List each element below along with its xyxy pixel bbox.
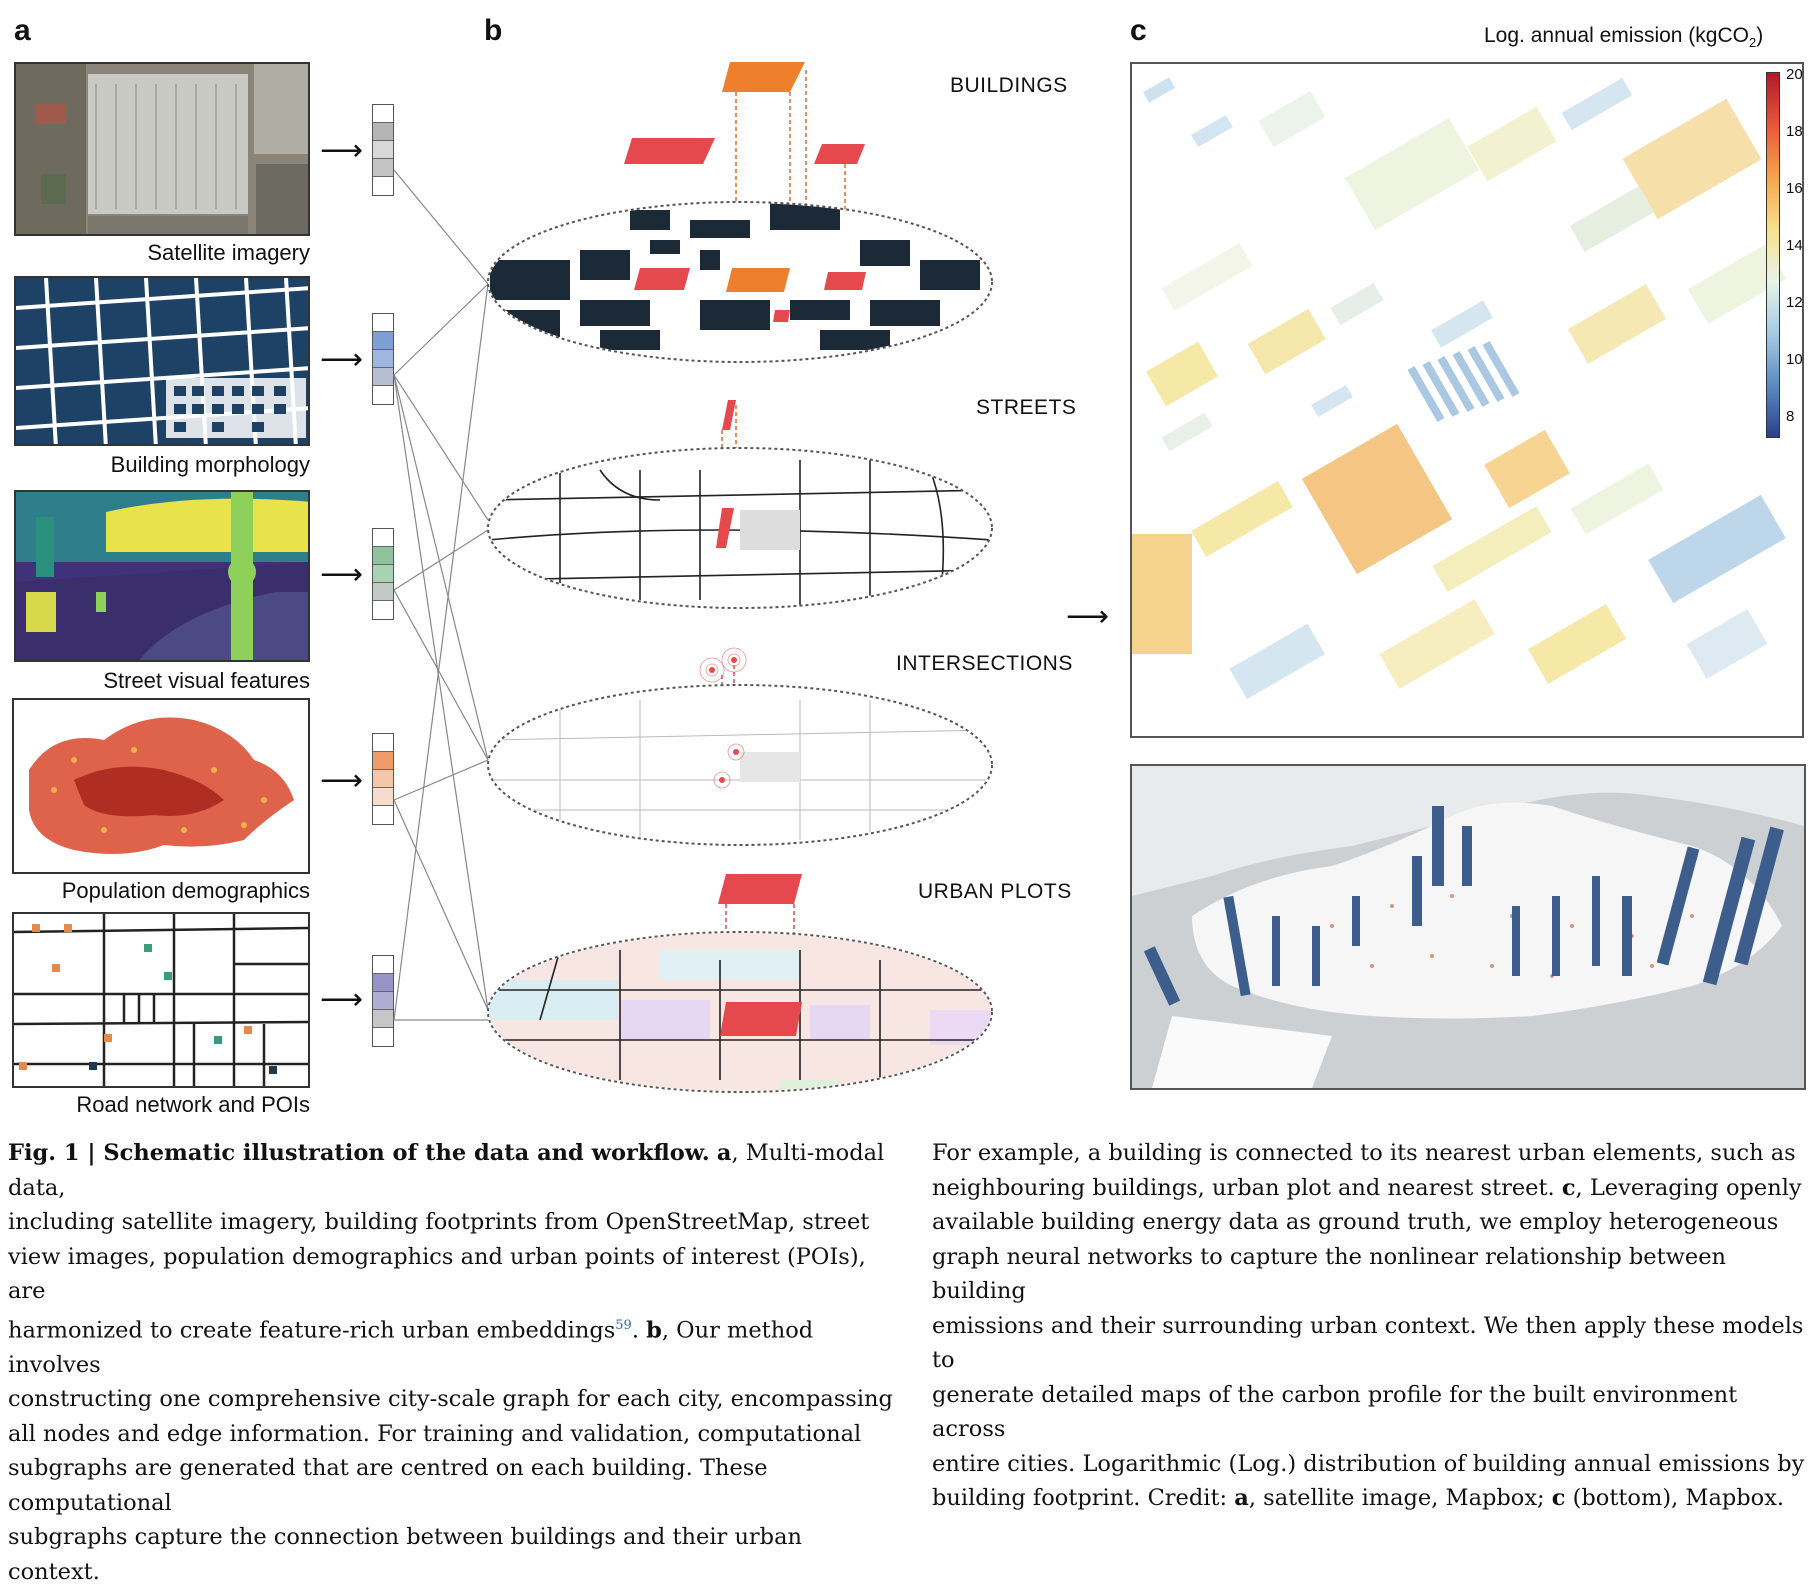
caption-right-line: building footprint. Credit: a, satellite… [932,1481,1812,1516]
arrow-right-icon: ⟶ [320,343,364,376]
caption-bold-b: b [646,1317,662,1343]
caption-left-line: including satellite imagery, building fo… [8,1209,870,1235]
caption-text: , Leveraging openly [1575,1174,1802,1201]
road-network-image [12,912,310,1088]
caption-satellite: Satellite imagery [147,240,310,265]
colorbar-tick: 12 [1786,294,1803,311]
embedding-vector-street [372,528,394,620]
building-morphology-image [14,276,310,446]
caption-right-line: graph neural networks to capture the non… [932,1243,1727,1305]
graph-layers-diagram [393,62,993,1093]
caption-right: For example, a building is connected to … [932,1136,1812,1516]
embedding-vector-morphology [372,313,394,405]
caption-left-line: subgraphs are generated that are centred… [8,1455,768,1516]
colorbar-tick: 10 [1786,351,1803,368]
emission-map-detail [1130,62,1804,738]
caption-text: , Our method involves [8,1317,814,1378]
layer-label-buildings: BUILDINGS [950,74,1068,97]
colorbar-tick: 14 [1786,237,1803,254]
caption-population: Population demographics [61,878,310,903]
caption-text: . [631,1317,639,1343]
caption-street-visual: Street visual features [103,668,310,693]
layer-label-urban-plots: URBAN PLOTS [918,880,1072,903]
embedding-vector-road [372,955,394,1047]
caption-road-network: Road network and POIs [76,1092,310,1117]
arrow-right-icon: ⟶ [320,134,364,167]
panel-c-letter: c [1130,14,1147,47]
caption-text: harmonized to create feature-rich urban … [8,1317,616,1343]
colorbar-tick: 18 [1786,123,1803,140]
arrow-right-icon: ⟶ [320,764,364,797]
caption-bold-c: c [1561,1174,1576,1201]
emission-map-city-3d [1130,764,1806,1090]
colorbar-tick: 20 [1786,66,1803,83]
arrow-right-icon: ⟶ [320,558,364,591]
layer-label-streets: STREETS [976,396,1077,419]
figure-label: Fig. 1 | Schematic illustration of the d… [8,1140,710,1166]
citation-ref[interactable]: 59 [615,1317,632,1333]
caption-right-line: For example, a building is connected to … [932,1140,1796,1166]
caption-text: building footprint. Credit: [932,1485,1228,1511]
colorbar-title: Log. annual emission (kgCO2) [1484,24,1764,51]
colorbar-tick: 8 [1786,408,1795,425]
colorbar-tick: 16 [1786,180,1803,197]
population-image [12,698,310,874]
caption-left-line: view images, population demographics and… [8,1243,866,1305]
embedding-vector-population [372,733,394,825]
satellite-image [14,62,310,236]
layer-label-intersections: INTERSECTIONS [896,652,1073,675]
caption-building-morphology: Building morphology [110,452,310,477]
caption-left-line: constructing one comprehensive city-scal… [8,1386,893,1412]
caption-bold-a: a [1234,1485,1249,1511]
arrow-right-icon: ⟶ [320,983,364,1016]
caption-left-line: Fig. 1 | Schematic illustration of the d… [8,1136,898,1205]
embedding-vector-satellite [372,104,394,196]
caption-right-line: entire cities. Logarithmic (Log.) distri… [932,1450,1805,1477]
caption-bold-c: c [1551,1485,1566,1511]
colorbar [1766,72,1780,438]
caption-right-line: generate detailed maps of the carbon pro… [932,1381,1738,1443]
caption-text: (bottom), Mapbox. [1572,1485,1785,1511]
panel-a-letter: a [14,14,31,47]
caption-right-line: emissions and their surrounding urban co… [932,1312,1804,1374]
caption-text: , Multi-modal data, [8,1140,885,1201]
arrow-right-icon: ⟶ [1066,600,1110,633]
caption-left: Fig. 1 | Schematic illustration of the d… [8,1136,898,1589]
caption-right-line: available building energy data as ground… [932,1209,1779,1235]
caption-right-line: neighbouring buildings, urban plot and n… [932,1171,1812,1206]
panel-b-letter: b [484,14,503,47]
street-visual-image [14,490,310,662]
caption-left-line: harmonized to create feature-rich urban … [8,1309,898,1383]
caption-left-line: subgraphs capture the connection between… [8,1524,802,1585]
caption-text: , satellite image, Mapbox; [1248,1485,1545,1511]
caption-text: neighbouring buildings, urban plot and n… [932,1174,1555,1201]
caption-bold-a: a [716,1140,732,1166]
caption-left-line: all nodes and edge information. For trai… [8,1420,862,1447]
